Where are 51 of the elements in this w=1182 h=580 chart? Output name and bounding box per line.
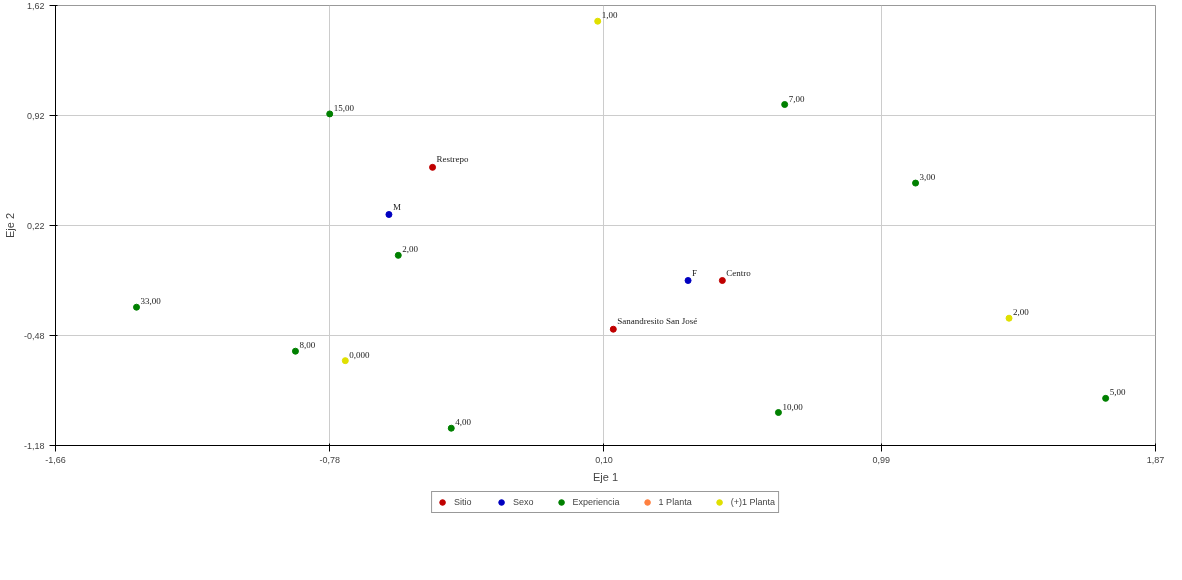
point <box>133 303 141 311</box>
annotation: 1,00 <box>601 10 618 21</box>
point <box>385 211 393 218</box>
annotation: F <box>692 267 698 278</box>
annotation: M <box>392 201 401 212</box>
point <box>594 17 602 25</box>
annotation: Sanandresito San José <box>617 316 698 327</box>
x-tick-label: 0,10 <box>595 454 613 465</box>
annotation: 7,00 <box>788 93 805 104</box>
point <box>609 325 617 333</box>
annotation: 15,00 <box>333 102 355 113</box>
annotation: 10,00 <box>782 401 804 412</box>
annotation: Centro <box>726 267 752 278</box>
point <box>1102 394 1110 402</box>
point <box>912 179 920 187</box>
legend-label: Sexo <box>513 497 534 507</box>
annotation: 0,000 <box>349 349 371 360</box>
legend-label: (+)1 Planta <box>730 497 775 507</box>
point <box>341 357 349 365</box>
point <box>684 277 692 284</box>
x-tick-label: -1,66 <box>45 454 66 465</box>
point <box>1005 314 1013 322</box>
point <box>781 101 789 108</box>
legend-label: 1 Planta <box>658 497 692 507</box>
annotation: Restrepo <box>436 154 470 165</box>
annotation: 8,00 <box>299 340 316 351</box>
y-tick-label: 0,92 <box>26 110 45 121</box>
point <box>394 251 402 259</box>
point <box>429 163 437 171</box>
annotation: 2,00 <box>402 244 419 255</box>
x-axis-title: Eje 1 <box>592 470 619 483</box>
annotation: 5,00 <box>1109 387 1126 398</box>
annotation: 3,00 <box>919 172 936 183</box>
y-tick-label: -1,18 <box>23 440 45 451</box>
legend-label: Experiencia <box>572 497 620 507</box>
x-tick-label: -0,78 <box>319 454 340 465</box>
point <box>718 277 726 284</box>
annotation: 33,00 <box>140 296 162 307</box>
y-tick-label: 1,62 <box>26 0 45 11</box>
y-tick-label: -0,48 <box>23 330 45 341</box>
x-tick-label: 0,99 <box>872 454 891 465</box>
point <box>291 347 299 355</box>
point <box>774 409 782 416</box>
annotation: 4,00 <box>455 417 472 428</box>
annotation: 2,00 <box>1013 307 1030 318</box>
x-tick-label: 1,87 <box>1146 454 1165 465</box>
y-tick-label: 0,22 <box>26 220 45 231</box>
point <box>447 424 455 432</box>
y-axis-title: Eje 2 <box>3 212 16 239</box>
point <box>326 110 334 118</box>
legend-label: Sitio <box>454 497 473 507</box>
